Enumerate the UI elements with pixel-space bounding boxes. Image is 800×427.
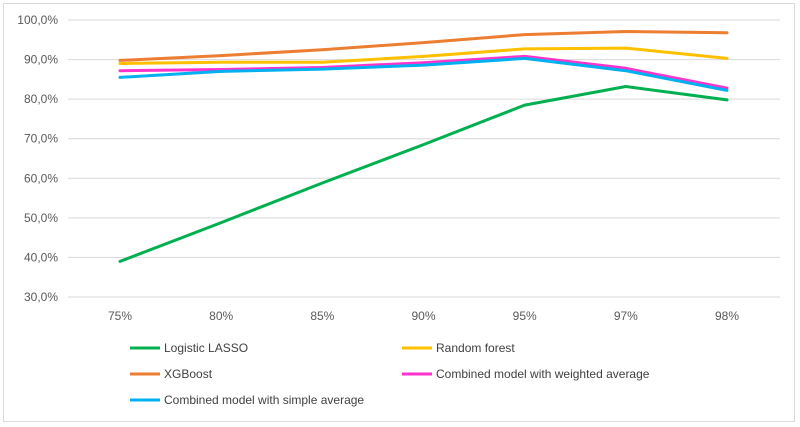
legend-item: Combined model with weighted average xyxy=(402,367,650,381)
x-tick-label: 97% xyxy=(614,309,638,323)
x-tick-label: 80% xyxy=(209,309,233,323)
legend-label: Logistic LASSO xyxy=(164,341,248,355)
chart-frame xyxy=(3,3,795,422)
legend-label: Random forest xyxy=(436,341,515,355)
x-tick-label: 98% xyxy=(715,309,739,323)
legend-label: Combined model with simple average xyxy=(164,393,364,407)
x-tick-label: 95% xyxy=(513,309,537,323)
series-line-random-forest xyxy=(118,46,729,65)
series-lines xyxy=(118,30,729,263)
y-tick-label: 60,0% xyxy=(24,171,58,185)
x-tick-label: 90% xyxy=(411,309,435,323)
legend: Logistic LASSO Random forest XGBoost Combin… xyxy=(130,341,650,407)
y-tick-label: 30,0% xyxy=(24,290,58,304)
y-tick-label: 40,0% xyxy=(24,250,58,264)
y-tick-label: 90,0% xyxy=(24,53,58,67)
gridlines xyxy=(68,19,780,298)
legend-label: XGBoost xyxy=(164,367,213,381)
x-tick-label: 85% xyxy=(310,309,334,323)
legend-item: Combined model with simple average xyxy=(130,393,364,407)
y-tick-label: 70,0% xyxy=(24,132,58,146)
series-line-xgboost xyxy=(118,30,729,62)
legend-item: Logistic LASSO xyxy=(130,341,248,355)
series-line-logistic-lasso xyxy=(118,85,729,263)
series-line-combined-model-with-simple-average xyxy=(118,56,729,92)
x-tick-label: 75% xyxy=(108,309,132,323)
legend-item: Random forest xyxy=(402,341,515,355)
legend-item: XGBoost xyxy=(130,367,213,381)
y-tick-label: 80,0% xyxy=(24,92,58,106)
y-tick-label: 50,0% xyxy=(24,211,58,225)
y-tick-label: 100,0% xyxy=(17,13,58,27)
y-axis: 30,0% 40,0% 50,0% 60,0% 70,0% 80,0% 90,0% 100,0… xyxy=(17,13,58,304)
series-line-combined-model-with-weighted-average xyxy=(118,54,729,90)
legend-label: Combined model with weighted average xyxy=(436,367,650,381)
x-axis: 75% 80% 85% 90% 95% 97% 98% xyxy=(108,309,739,323)
